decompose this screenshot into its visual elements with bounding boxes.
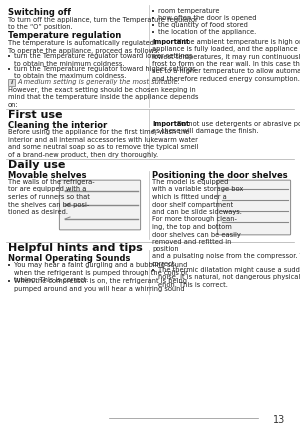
Text: appliance is fully loaded, and the appliance is set to the
lowest temperatures, : appliance is fully loaded, and the appli…	[152, 46, 300, 82]
Text: Temperature regulation: Temperature regulation	[8, 31, 121, 40]
Text: If the ambient temperature is high or the: If the ambient temperature is high or th…	[175, 39, 300, 45]
Text: the location of the appliance.: the location of the appliance.	[158, 29, 256, 35]
Text: The walls of the refrigera-
tor are equipped with a
series of runners so that
th: The walls of the refrigera- tor are equi…	[8, 179, 94, 215]
Text: A medium setting is generally the most suitable.: A medium setting is generally the most s…	[17, 79, 180, 85]
Text: You may hear a faint gurgling and a bubbling sound
when the refrigerant is pumpe: You may hear a faint gurgling and a bubb…	[14, 262, 188, 283]
Text: To turn off the appliance, turn the Temperature regulator
to the “O” position.: To turn off the appliance, turn the Temp…	[8, 17, 198, 31]
Text: turn the Temperature regulator toward higher settings
to obtain the maximum cold: turn the Temperature regulator toward hi…	[14, 66, 196, 79]
Text: 13: 13	[273, 415, 285, 425]
Text: Important: Important	[152, 39, 189, 45]
Text: The thermic dilatation might cause a sudden cracking
noise. It is natural, not d: The thermic dilatation might cause a sud…	[158, 267, 300, 288]
Text: turn the Temperature regulator toward lower settings
to obtain the minimum coldn: turn the Temperature regulator toward lo…	[14, 53, 193, 66]
Text: as these will damage the finish.: as these will damage the finish.	[152, 128, 259, 134]
Text: Normal Operating Sounds: Normal Operating Sounds	[8, 254, 130, 263]
Text: Important: Important	[152, 121, 189, 127]
Text: Positioning the door shelves: Positioning the door shelves	[152, 171, 288, 180]
Text: the quantity of food stored: the quantity of food stored	[158, 22, 248, 28]
FancyBboxPatch shape	[218, 180, 291, 235]
Text: room temperature: room temperature	[158, 8, 220, 14]
FancyBboxPatch shape	[8, 79, 15, 86]
Text: Daily use: Daily use	[8, 160, 65, 170]
Text: Do not use detergents or abrasive powders,: Do not use detergents or abrasive powder…	[175, 121, 300, 127]
Text: The model is equipped
with a variable storage box
which is fitted under a
door s: The model is equipped with a variable st…	[152, 179, 243, 252]
Text: Cleaning the interior: Cleaning the interior	[8, 121, 107, 130]
Text: Helpful hints and tips: Helpful hints and tips	[8, 243, 143, 253]
Text: and a pulsating noise from the compressor. This is
correct.: and a pulsating noise from the compresso…	[152, 253, 300, 266]
Text: Switching off: Switching off	[8, 8, 71, 17]
Text: i: i	[11, 80, 13, 85]
Text: First use: First use	[8, 110, 62, 120]
Text: Before using the appliance for the first time, wash the
interior and all interna: Before using the appliance for the first…	[8, 129, 199, 158]
Text: The temperature is automatically regulated.
To operate the appliance, proceed as: The temperature is automatically regulat…	[8, 40, 160, 54]
Text: Movable shelves: Movable shelves	[8, 171, 86, 180]
Text: When the compressor is on, the refrigerant is being
pumped around and you will h: When the compressor is on, the refrigera…	[14, 278, 187, 292]
Text: However, the exact setting should be chosen keeping in
mind that the temperature: However, the exact setting should be cho…	[8, 87, 199, 108]
Text: how often the door is opened: how often the door is opened	[158, 15, 256, 21]
FancyBboxPatch shape	[59, 180, 141, 230]
